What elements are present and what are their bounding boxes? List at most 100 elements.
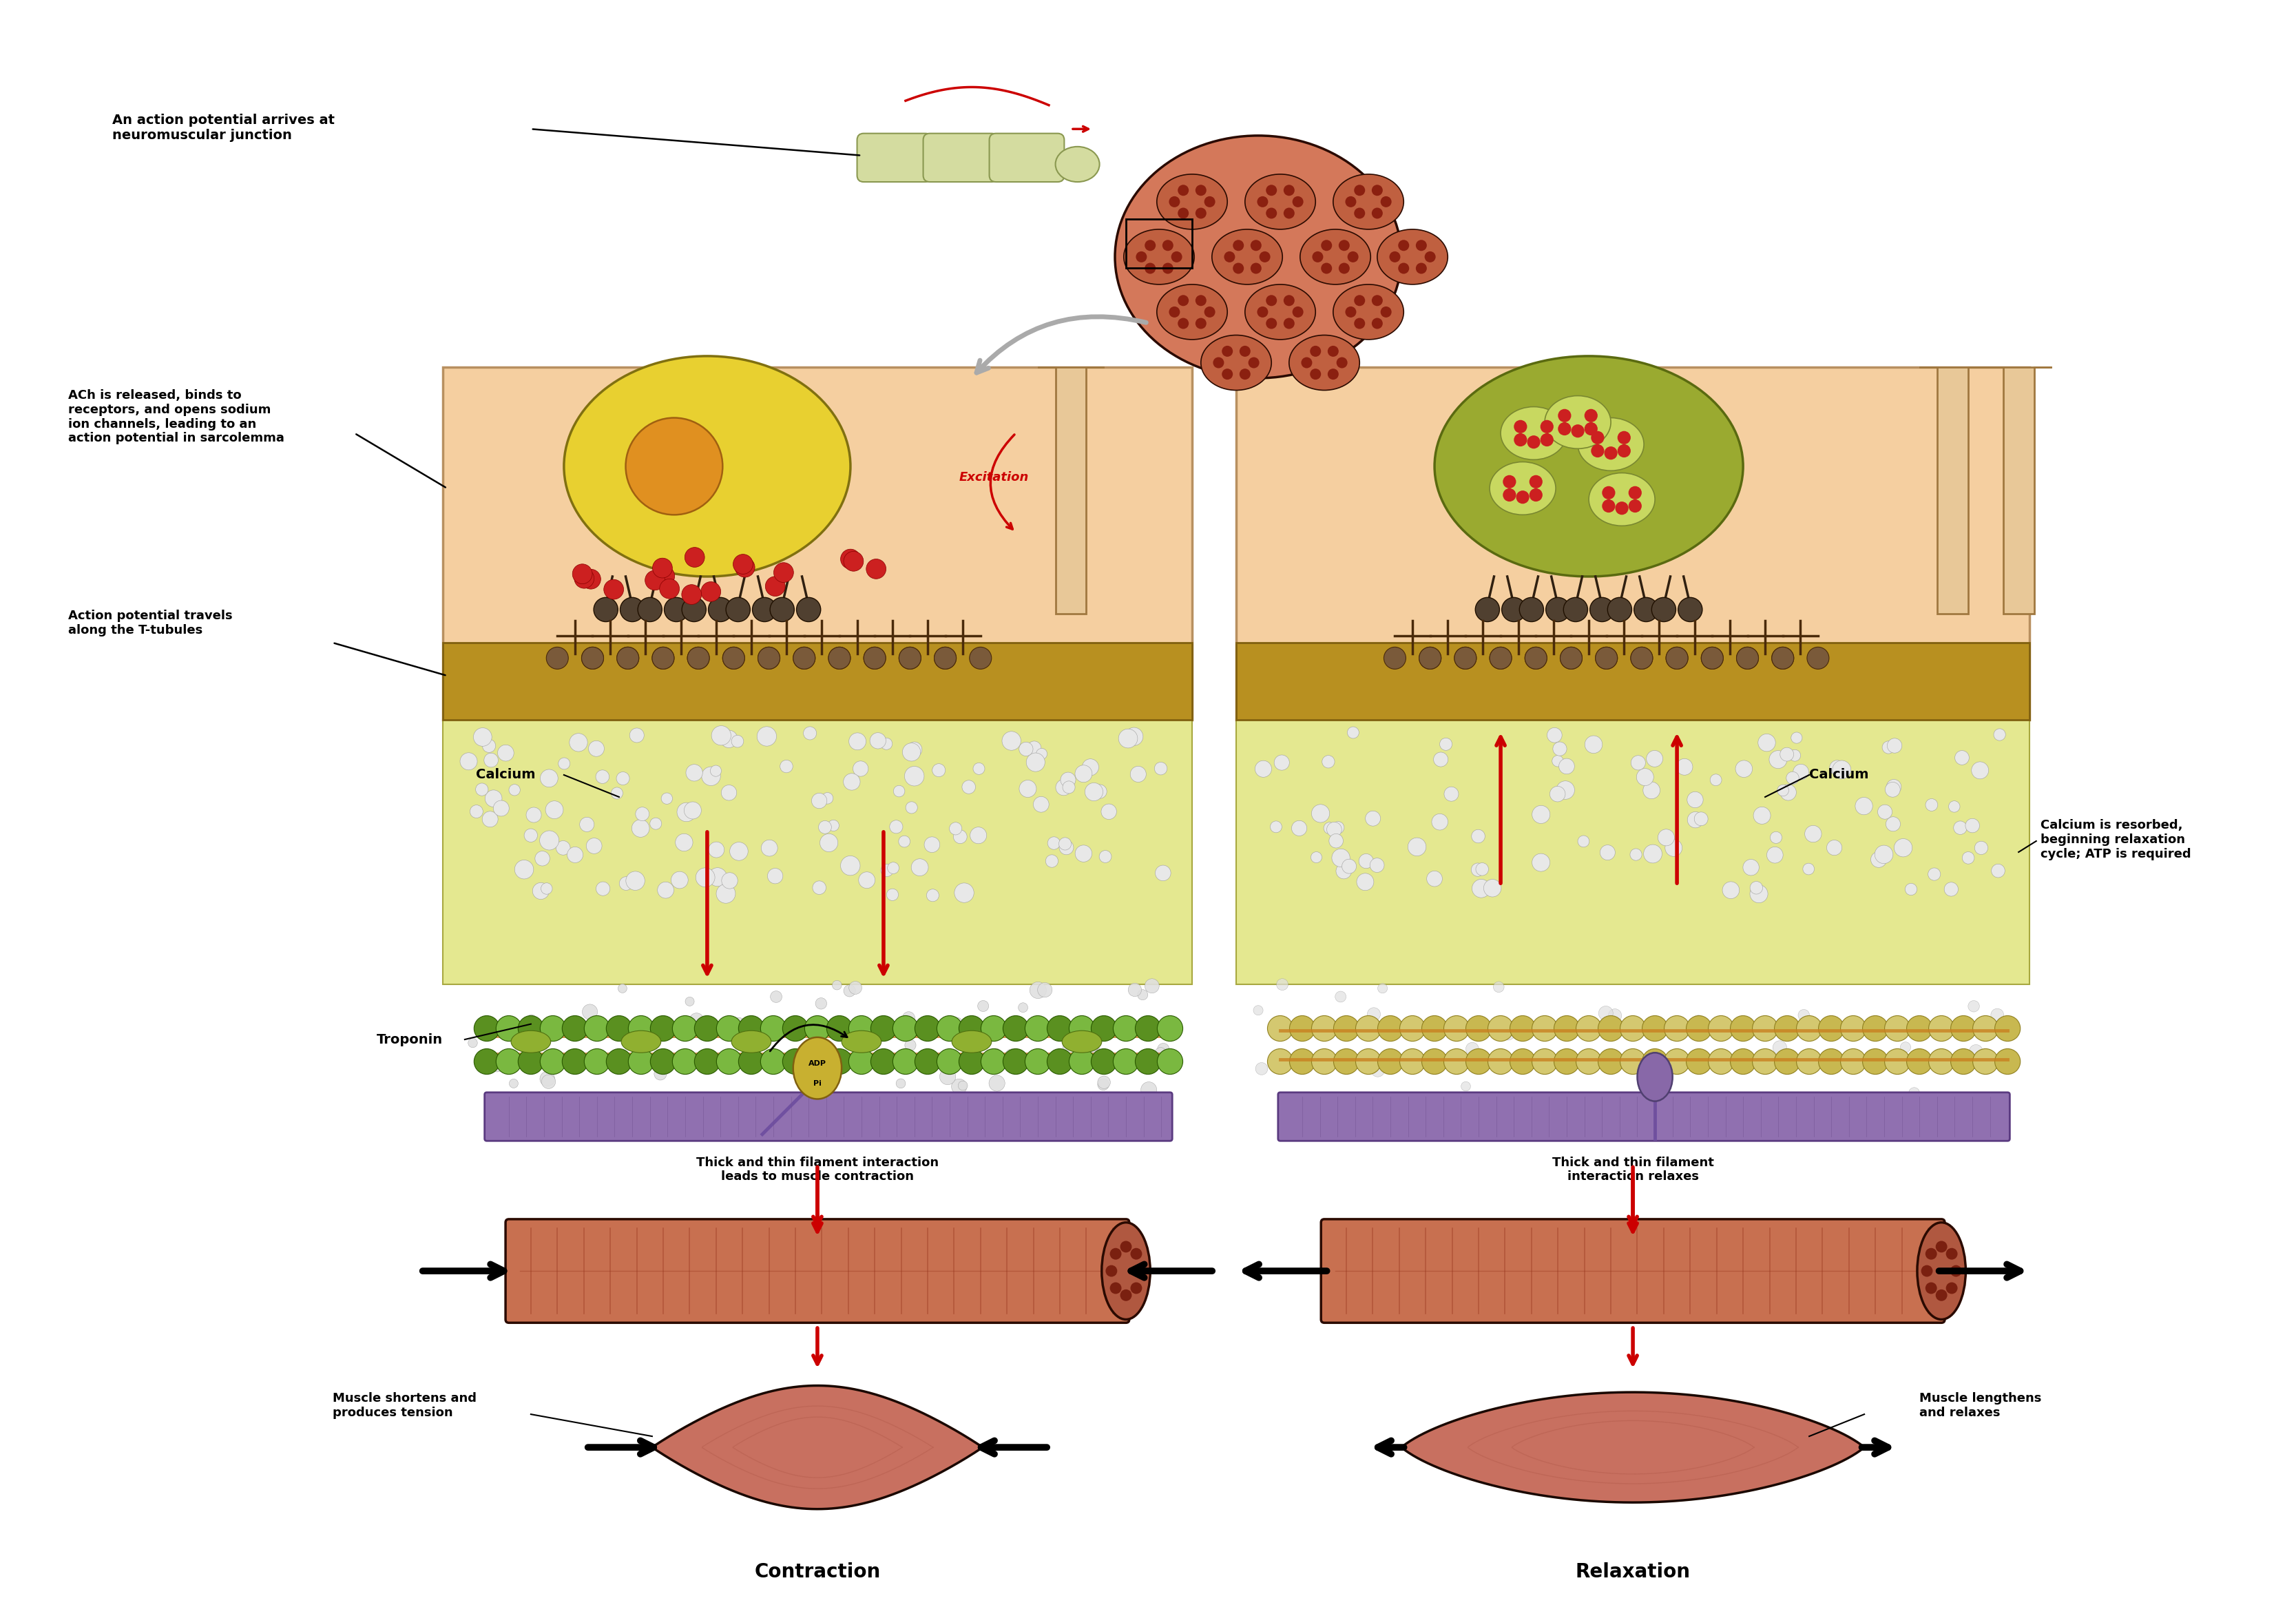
Circle shape <box>482 811 498 827</box>
Circle shape <box>1476 598 1499 622</box>
Circle shape <box>783 1016 808 1041</box>
Circle shape <box>1120 1290 1132 1301</box>
Circle shape <box>797 598 820 622</box>
Circle shape <box>1525 646 1548 669</box>
Circle shape <box>629 1049 654 1075</box>
Circle shape <box>1644 782 1660 798</box>
Circle shape <box>1348 252 1359 262</box>
Circle shape <box>1554 1049 1580 1075</box>
Circle shape <box>709 1026 719 1034</box>
Circle shape <box>556 840 569 855</box>
Circle shape <box>721 1055 737 1071</box>
Circle shape <box>1332 848 1350 866</box>
Circle shape <box>703 766 721 785</box>
Circle shape <box>1770 750 1786 769</box>
Circle shape <box>606 1049 631 1075</box>
Circle shape <box>1137 252 1148 262</box>
Circle shape <box>882 865 893 876</box>
Ellipse shape <box>1157 284 1228 339</box>
Circle shape <box>1708 1016 1733 1041</box>
Circle shape <box>1492 981 1504 992</box>
Circle shape <box>1665 1049 1690 1075</box>
Circle shape <box>1327 823 1341 837</box>
Ellipse shape <box>953 1031 992 1052</box>
Circle shape <box>1178 208 1189 218</box>
FancyBboxPatch shape <box>856 134 932 183</box>
Text: An action potential arrives at
neuromuscular junction: An action potential arrives at neuromusc… <box>113 113 335 142</box>
Circle shape <box>546 802 563 819</box>
Circle shape <box>1968 1000 1979 1012</box>
Circle shape <box>1061 772 1077 787</box>
Circle shape <box>1621 1016 1646 1041</box>
Circle shape <box>1488 1016 1513 1041</box>
Circle shape <box>1035 748 1047 760</box>
Circle shape <box>1476 863 1488 876</box>
Circle shape <box>870 1016 895 1041</box>
Circle shape <box>1630 646 1653 669</box>
Circle shape <box>1355 184 1366 196</box>
Circle shape <box>1070 1016 1095 1041</box>
Circle shape <box>1628 486 1642 499</box>
Ellipse shape <box>792 1037 843 1099</box>
Circle shape <box>629 729 645 742</box>
Circle shape <box>1596 646 1616 669</box>
Circle shape <box>540 831 558 850</box>
Circle shape <box>1311 1049 1336 1075</box>
Circle shape <box>1520 598 1543 622</box>
Circle shape <box>1541 420 1554 433</box>
Circle shape <box>652 558 673 579</box>
Circle shape <box>969 827 987 844</box>
Text: Troponin: Troponin <box>377 1033 443 1046</box>
Circle shape <box>859 873 875 889</box>
Circle shape <box>1637 769 1653 785</box>
Circle shape <box>542 882 553 894</box>
Circle shape <box>1019 742 1033 756</box>
Ellipse shape <box>1157 175 1228 229</box>
Circle shape <box>902 743 921 761</box>
Circle shape <box>1283 184 1295 196</box>
Circle shape <box>1322 755 1334 768</box>
Circle shape <box>1651 598 1676 622</box>
Circle shape <box>1311 1016 1336 1041</box>
Circle shape <box>1141 1081 1157 1097</box>
Circle shape <box>1830 760 1844 776</box>
Circle shape <box>1045 855 1058 868</box>
Circle shape <box>574 569 595 588</box>
Circle shape <box>810 793 827 808</box>
Circle shape <box>1267 1016 1293 1041</box>
Circle shape <box>905 766 923 785</box>
Circle shape <box>726 598 751 622</box>
Circle shape <box>1378 1016 1403 1041</box>
Circle shape <box>1894 839 1913 856</box>
Circle shape <box>1584 422 1598 435</box>
FancyBboxPatch shape <box>1279 1092 2009 1141</box>
Circle shape <box>1545 598 1570 622</box>
Circle shape <box>1091 1049 1116 1075</box>
Circle shape <box>1993 729 2004 740</box>
Circle shape <box>484 790 503 806</box>
Circle shape <box>732 735 744 748</box>
Circle shape <box>1621 1049 1646 1075</box>
Circle shape <box>1125 727 1143 745</box>
Circle shape <box>1862 1049 1887 1075</box>
Circle shape <box>1775 1016 1800 1041</box>
Circle shape <box>723 646 744 669</box>
Circle shape <box>771 991 783 1002</box>
Circle shape <box>850 1049 875 1075</box>
Circle shape <box>1336 863 1352 879</box>
Circle shape <box>1926 1248 1938 1259</box>
Circle shape <box>1929 1049 1954 1075</box>
Circle shape <box>739 1049 765 1075</box>
Circle shape <box>827 1016 852 1041</box>
Circle shape <box>1033 1058 1045 1068</box>
Circle shape <box>1003 1016 1029 1041</box>
Circle shape <box>1056 779 1072 795</box>
Circle shape <box>886 889 898 900</box>
Circle shape <box>1665 839 1683 856</box>
Circle shape <box>1564 598 1589 622</box>
Circle shape <box>1616 431 1630 444</box>
Circle shape <box>1265 208 1277 218</box>
Circle shape <box>843 551 863 570</box>
Circle shape <box>1862 1016 1887 1041</box>
Circle shape <box>1221 346 1233 357</box>
